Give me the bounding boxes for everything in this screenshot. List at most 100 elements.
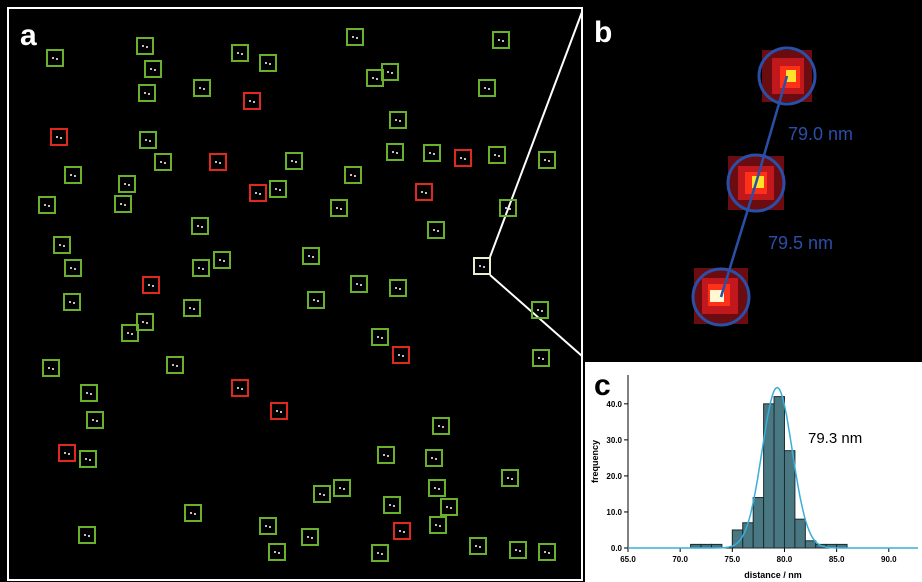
- spot: [142, 321, 144, 323]
- x-tick-label: 75.0: [725, 555, 741, 564]
- spot: [450, 507, 452, 509]
- spot: [308, 255, 310, 257]
- spot: [48, 367, 50, 369]
- spot: [70, 267, 72, 269]
- spot: [438, 488, 440, 490]
- spot: [280, 411, 282, 413]
- spot: [438, 425, 440, 427]
- spot: [253, 101, 255, 103]
- spot: [483, 266, 485, 268]
- distance-label: 79.0 nm: [788, 124, 853, 144]
- spot: [356, 283, 358, 285]
- spot: [460, 157, 462, 159]
- spot: [488, 88, 490, 90]
- spot: [439, 525, 441, 527]
- bar: [774, 397, 784, 548]
- bar: [743, 523, 753, 548]
- spot: [398, 354, 400, 356]
- spot: [395, 119, 397, 121]
- spot: [190, 512, 192, 514]
- spot: [202, 268, 204, 270]
- spot: [498, 39, 500, 41]
- spot: [395, 287, 397, 289]
- spot: [145, 139, 147, 141]
- spot: [265, 525, 267, 527]
- spot: [350, 174, 352, 176]
- panel-label: c: [594, 369, 611, 402]
- spot: [319, 493, 321, 495]
- spot: [201, 226, 203, 228]
- panel-label: b: [594, 16, 612, 49]
- spot: [223, 260, 225, 262]
- spot: [74, 175, 76, 177]
- spot: [219, 162, 221, 164]
- spot: [548, 552, 550, 554]
- spot: [376, 78, 378, 80]
- spot: [275, 188, 277, 190]
- spot: [154, 69, 156, 71]
- x-tick-label: 90.0: [881, 555, 897, 564]
- spot: [433, 153, 435, 155]
- spot: [393, 505, 395, 507]
- spot: [172, 364, 174, 366]
- spot: [392, 151, 394, 153]
- spot: [48, 205, 50, 207]
- spot: [269, 63, 271, 65]
- spot: [505, 207, 507, 209]
- spot: [68, 453, 70, 455]
- spot: [274, 551, 276, 553]
- spot: [399, 288, 401, 290]
- spot: [146, 46, 148, 48]
- spot: [317, 300, 319, 302]
- spot: [56, 136, 58, 138]
- spot: [131, 333, 133, 335]
- spot: [538, 357, 540, 359]
- spot: [377, 336, 379, 338]
- spot: [391, 72, 393, 74]
- spot: [241, 53, 243, 55]
- x-axis-label: distance / nm: [744, 570, 802, 580]
- bar: [805, 541, 815, 548]
- spot: [396, 152, 398, 154]
- spot: [352, 36, 354, 38]
- spot: [515, 549, 517, 551]
- spot: [437, 230, 439, 232]
- spot: [144, 92, 146, 94]
- spot: [203, 88, 205, 90]
- spot: [52, 57, 54, 59]
- spot: [86, 392, 88, 394]
- spot: [464, 158, 466, 160]
- spot: [146, 322, 148, 324]
- spot: [278, 552, 280, 554]
- spot: [255, 192, 257, 194]
- spot: [44, 204, 46, 206]
- panel-c-bg: [585, 362, 922, 582]
- spot: [259, 193, 261, 195]
- spot: [74, 268, 76, 270]
- spot: [494, 154, 496, 156]
- spot: [323, 494, 325, 496]
- spot: [265, 62, 267, 64]
- spot: [475, 545, 477, 547]
- spot: [307, 536, 309, 538]
- y-tick-label: 40.0: [606, 400, 622, 409]
- spot: [160, 161, 162, 163]
- figure: a b c 79.0 nm 79.5 nm 0.010.020.030.040.…: [0, 0, 922, 582]
- spot: [541, 310, 543, 312]
- annotation: 79.3 nm: [808, 430, 862, 447]
- spot: [124, 204, 126, 206]
- spot: [544, 551, 546, 553]
- bar: [784, 451, 794, 548]
- spot: [498, 155, 500, 157]
- x-tick-label: 65.0: [620, 555, 636, 564]
- spot: [64, 452, 66, 454]
- spot: [435, 458, 437, 460]
- spot: [219, 259, 221, 261]
- spot: [295, 161, 297, 163]
- spot: [484, 87, 486, 89]
- spot: [148, 93, 150, 95]
- spot: [387, 71, 389, 73]
- spot: [429, 152, 431, 154]
- y-axis-label: frequency: [590, 440, 600, 483]
- spot: [149, 140, 151, 142]
